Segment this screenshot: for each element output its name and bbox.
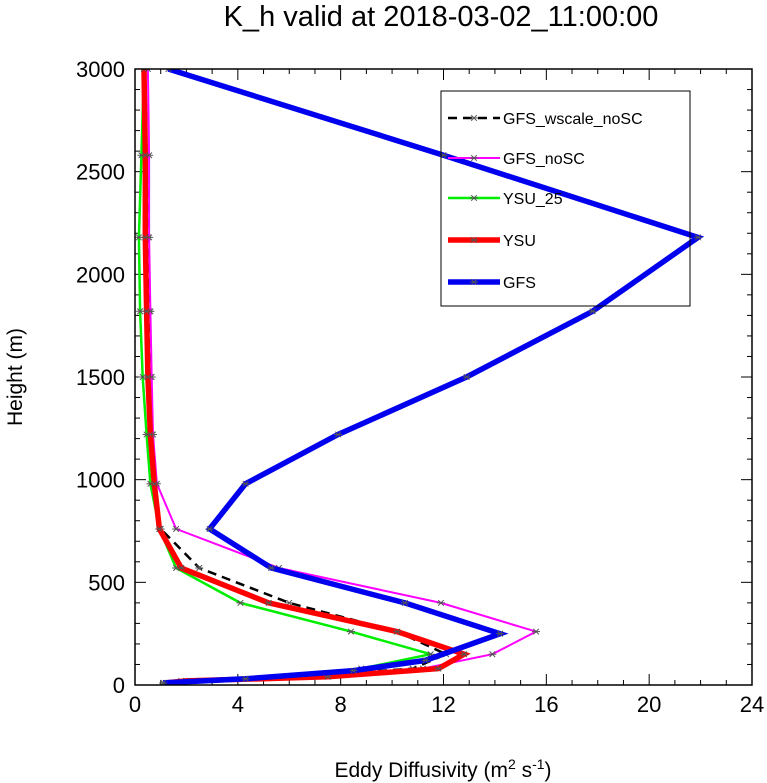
series-line-ysu (141, 69, 471, 685)
legend-item-gfs-wscale-nosc: GFS_wscale_noSC (448, 111, 643, 128)
plot-frame (134, 68, 753, 686)
series-line-gfs-wscale-nosc (144, 69, 450, 685)
data-point (346, 628, 355, 635)
y-tick-label: 500 (88, 570, 125, 595)
data-point (205, 525, 214, 533)
series-gfs (159, 69, 705, 685)
data-point (267, 564, 276, 572)
x-axis-label-mid: s (516, 759, 532, 782)
y-tick-label: 2500 (76, 160, 125, 185)
y-tick-label: 1500 (76, 365, 125, 390)
legend-marker (470, 194, 478, 202)
data-point (436, 599, 445, 607)
data-point (141, 234, 150, 241)
data-point (195, 564, 204, 572)
series-ysu (139, 69, 471, 685)
legend-marker (470, 236, 478, 244)
data-point (241, 675, 250, 682)
data-point (139, 69, 148, 73)
y-tick-label: 0 (113, 673, 125, 698)
data-point (155, 525, 164, 533)
legend-item-ysu: YSU (448, 233, 536, 250)
legend-label: GFS (503, 275, 536, 292)
data-point (143, 373, 152, 381)
x-axis-label-sup2: -1 (532, 756, 545, 772)
data-point (150, 480, 159, 487)
x-tick-label: 24 (740, 692, 764, 717)
legend-label: YSU_25 (503, 191, 563, 208)
legend-label: GFS_noSC (503, 151, 585, 168)
series-gfs-nosc (143, 69, 541, 685)
data-point (141, 152, 150, 159)
x-axis-label-sup1: 2 (508, 756, 516, 772)
legend-item-ysu-25: YSU_25 (448, 191, 563, 208)
legend: GFS_wscale_noSC GFS_noSC YSU_25 YSU GFS (448, 111, 643, 292)
data-point (588, 308, 597, 315)
data-point (694, 234, 703, 241)
series-layer (135, 69, 705, 685)
data-point (460, 651, 469, 658)
series-gfs-wscale-nosc (141, 69, 451, 685)
x-tick-labels: 0 4 8 12 16 20 24 (129, 692, 764, 717)
data-point (488, 651, 497, 658)
legend-marker (470, 278, 478, 286)
data-point (421, 657, 430, 664)
data-point (532, 628, 541, 635)
legend-label: YSU (503, 233, 536, 250)
x-axis-label: Eddy Diffusivity (m2 s-1) (334, 756, 551, 782)
x-tick-label: 4 (232, 692, 244, 717)
data-point (496, 630, 505, 637)
legend-marker (470, 154, 478, 162)
x-tick-label: 20 (637, 692, 661, 717)
data-point (434, 665, 443, 672)
y-tick-label: 2000 (76, 262, 125, 287)
data-point (241, 480, 250, 487)
series-line-gfs-nosc (146, 69, 539, 684)
legend-box (440, 90, 691, 307)
x-axis-label-end: ) (545, 759, 552, 782)
x-tick-label: 12 (431, 692, 455, 717)
y-tick-labels: 0 500 1000 1500 2000 2500 3000 (76, 57, 125, 698)
data-point (236, 599, 245, 607)
y-tick-label: 3000 (76, 57, 125, 82)
legend-item-gfs-nosc: GFS_noSC (448, 151, 585, 168)
data-point (334, 431, 343, 438)
data-point (142, 308, 151, 315)
data-point (393, 628, 402, 635)
y-axis-label: Height (m) (4, 328, 27, 426)
x-axis-label-main: Eddy Diffusivity (m (334, 759, 508, 782)
data-point (164, 69, 173, 73)
data-point (349, 667, 358, 674)
x-tick-label: 8 (335, 692, 347, 717)
data-point (400, 599, 409, 607)
legend-item-gfs: GFS (448, 275, 536, 292)
data-point (146, 431, 155, 438)
y-tick-label: 1000 (76, 468, 125, 493)
data-point (264, 599, 273, 607)
legend-marker (470, 114, 478, 122)
x-tick-label: 16 (534, 692, 558, 717)
legend-label: GFS_wscale_noSC (503, 111, 643, 128)
axis-ticks (134, 68, 753, 686)
x-tick-label: 0 (129, 692, 141, 717)
data-point (177, 564, 186, 572)
data-point (462, 373, 471, 381)
chart-title: K_h valid at 2018-03-02_11:00:00 (224, 1, 659, 33)
data-point (172, 525, 181, 533)
